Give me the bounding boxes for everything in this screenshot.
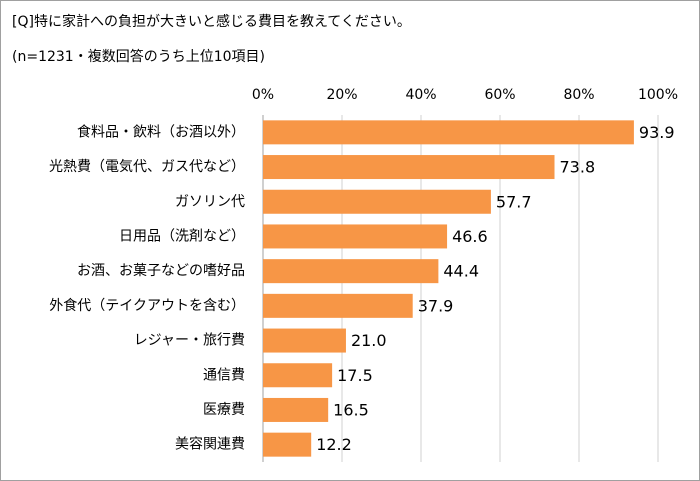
y-tick-label: 光熱費（電気代、ガス代など） <box>49 159 245 175</box>
y-tick-label: 美容関連費 <box>175 436 245 453</box>
chart-title: [Q]特に家計への負担が大きいと感じる費目を教えてください。 <box>12 13 411 30</box>
value-label: 16.5 <box>333 400 369 419</box>
bar <box>263 328 346 353</box>
bar <box>263 397 329 422</box>
value-label: 21.0 <box>351 331 387 350</box>
bar <box>263 120 634 145</box>
value-label: 44.4 <box>443 262 479 281</box>
y-tick-label: ガソリン代 <box>175 194 245 210</box>
y-tick-label: 外食代（テイクアウトを含む） <box>49 297 245 314</box>
bar <box>263 224 448 249</box>
x-tick-label: 60% <box>484 87 515 103</box>
y-tick-label: お酒、お菓子などの嗜好品 <box>77 263 245 279</box>
value-label: 93.9 <box>639 123 675 142</box>
value-label: 57.7 <box>496 192 532 211</box>
value-label: 17.5 <box>337 366 373 385</box>
x-tick-label: 0% <box>252 87 274 103</box>
x-tick-label: 100% <box>638 87 678 103</box>
y-tick-label: レジャー・旅行費 <box>134 333 245 349</box>
bar <box>263 189 491 214</box>
bar <box>263 363 333 388</box>
value-label: 37.9 <box>418 296 454 315</box>
y-tick-label: 通信費 <box>203 367 245 383</box>
bar <box>263 259 439 284</box>
bar <box>263 155 555 180</box>
chart-subtitle: (n=1231・複数回答のうち上位10項目) <box>12 48 265 65</box>
x-tick-label: 20% <box>326 87 357 103</box>
value-label: 12.2 <box>316 435 352 454</box>
value-label: 46.6 <box>452 227 488 246</box>
bar <box>263 293 413 318</box>
y-tick-label: 日用品（洗剤など） <box>119 228 245 244</box>
bar <box>263 432 312 457</box>
x-tick-label: 80% <box>563 87 594 103</box>
x-tick-label: 40% <box>405 87 436 103</box>
y-tick-label: 医療費 <box>203 401 245 418</box>
value-label: 73.8 <box>560 158 596 177</box>
y-tick-label: 食料品・飲料（お酒以外） <box>77 123 245 140</box>
